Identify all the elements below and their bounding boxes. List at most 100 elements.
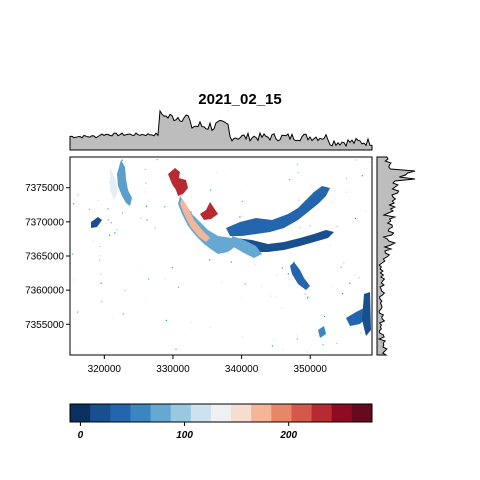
raster-speckle	[329, 244, 331, 246]
raster-speckle	[144, 191, 146, 193]
raster-feature-nw-strip	[110, 168, 118, 200]
raster-speckle	[145, 205, 148, 207]
raster-speckle	[209, 259, 211, 261]
raster-speckle	[336, 225, 338, 227]
y-tick-label: 7355000	[25, 320, 64, 331]
raster-speckle	[332, 201, 334, 203]
raster-feature-se-2	[346, 308, 366, 326]
raster-speckle	[241, 336, 244, 338]
raster-speckle	[310, 185, 312, 187]
raster-speckle	[224, 174, 226, 176]
raster-speckle	[322, 344, 324, 346]
raster-speckle	[354, 217, 357, 220]
raster-speckle	[270, 295, 272, 297]
raster-speckle	[107, 208, 109, 210]
raster-speckle	[255, 263, 257, 265]
x-tick-label: 320000	[88, 364, 122, 375]
raster-speckle	[146, 219, 148, 221]
raster-speckle	[209, 189, 212, 191]
colorbar-tick-label: 100	[176, 430, 193, 441]
x-tick-label: 340000	[225, 364, 259, 375]
raster-values	[91, 160, 371, 338]
x-tick-label: 350000	[294, 364, 328, 375]
raster-speckle	[116, 228, 118, 231]
raster-feature-nw-branch	[117, 160, 132, 206]
raster-speckle	[165, 319, 167, 321]
raster-speckle	[108, 181, 110, 183]
raster-speckle	[306, 351, 308, 353]
raster-speckle	[92, 240, 94, 242]
right-marginal-profile	[376, 156, 416, 356]
map-panel: 320000 330000 340000 350000 735500073600007…	[25, 156, 373, 375]
raster-speckle	[240, 295, 242, 298]
raster-speckle	[139, 268, 141, 270]
colorbar-tick-label: 200	[279, 430, 297, 441]
raster-speckle	[111, 317, 113, 319]
raster-speckle	[306, 213, 308, 215]
raster-speckle	[221, 281, 223, 283]
raster-speckle	[172, 266, 174, 269]
raster-speckle	[177, 286, 179, 288]
raster-speckle	[287, 273, 289, 275]
raster-speckle	[343, 262, 345, 264]
raster-speckle	[358, 277, 360, 279]
y-axis: 7355000 7360000 7365000 7370000 7375000	[25, 183, 70, 331]
colorbar-swatch	[271, 404, 292, 422]
raster-speckle	[99, 259, 101, 261]
colorbar-swatch	[351, 404, 373, 422]
y-tick-label: 7360000	[25, 286, 64, 297]
raster-speckle	[346, 191, 348, 193]
raster-speckle	[119, 337, 121, 339]
raster-speckle	[98, 227, 100, 229]
raster-speckle	[108, 234, 111, 236]
raster-speckle	[361, 175, 363, 177]
x-axis: 320000 330000 340000 350000	[88, 355, 328, 375]
raster-speckle	[77, 311, 79, 313]
raster-speckle	[148, 278, 150, 280]
raster-speckle	[299, 313, 301, 315]
raster-feature-red-branch	[168, 168, 188, 196]
raster-speckle	[215, 171, 218, 174]
raster-feature-se-1	[318, 326, 326, 338]
raster-feature-east-arm-2	[236, 230, 334, 252]
raster-speckle	[190, 211, 192, 213]
raster-speckle	[297, 171, 299, 174]
raster-speckle	[239, 216, 241, 218]
raster-speckle	[289, 179, 291, 181]
raster-speckle	[143, 299, 145, 301]
raster-speckle	[293, 261, 295, 263]
chart-title: 2021_02_15	[198, 91, 281, 108]
colorbar-swatch	[90, 404, 111, 422]
raster-speckle	[360, 332, 362, 334]
raster-speckle	[298, 199, 300, 201]
raster-speckle	[244, 283, 246, 285]
raster-speckle	[273, 339, 275, 341]
raster-speckle	[110, 222, 112, 224]
raster-speckle	[246, 184, 248, 186]
raster-speckle	[365, 210, 367, 212]
colorbar-swatch	[170, 404, 192, 422]
colorbar-swatch	[251, 404, 272, 422]
right-marginal-panel	[376, 156, 416, 356]
raster-feature-se-edge	[362, 292, 371, 336]
raster-speckle	[281, 267, 283, 269]
raster-speckle	[336, 342, 338, 345]
raster-speckle	[114, 232, 116, 234]
raster-speckle	[190, 322, 192, 324]
raster-feature-east-light	[232, 236, 262, 258]
raster-speckle	[296, 338, 298, 340]
colorbar-swatch	[311, 404, 333, 422]
raster-speckle	[271, 345, 273, 347]
raster-speckle	[77, 194, 79, 196]
raster-speckle	[275, 296, 277, 298]
raster-speckle	[100, 282, 102, 284]
raster-speckle	[175, 348, 177, 350]
raster-speckle	[154, 227, 156, 229]
raster-speckle	[88, 208, 91, 210]
raster-speckle	[241, 200, 243, 202]
colorbar-swatch	[291, 404, 313, 422]
top-marginal-panel	[69, 109, 373, 151]
raster-speckle	[107, 219, 109, 221]
colorbar: 0 100 200	[69, 403, 373, 441]
